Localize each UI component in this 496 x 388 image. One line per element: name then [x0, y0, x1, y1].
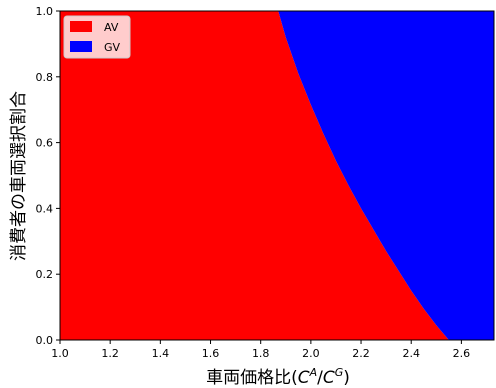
y-tick-label: 1.0	[36, 5, 54, 18]
x-tick-label: 2.2	[352, 347, 370, 360]
plot-area	[59, 10, 495, 341]
y-axis-label: 消費者の車両選択割合	[9, 91, 29, 261]
av-area	[60, 11, 494, 340]
plot-frame	[59, 10, 495, 341]
y-tick-label: 0.2	[36, 268, 54, 281]
x-tick-label: 1.2	[101, 347, 119, 360]
x-axis-label: 車両価格比(CA/CG)	[206, 366, 350, 388]
legend: AV GV	[63, 15, 131, 59]
y-tick-label: 0.0	[36, 334, 54, 347]
y-tick-label: 0.6	[36, 137, 54, 150]
gv-area	[60, 11, 494, 340]
x-axis-ticks: 1.0 1.2 1.4 1.6 1.8 2.0 2.2 2.4 2.6	[51, 340, 470, 360]
x-tick-label: 2.0	[302, 347, 320, 360]
legend-swatch-av	[70, 21, 92, 32]
x-tick-label: 1.4	[152, 347, 170, 360]
y-tick-label: 0.4	[36, 202, 54, 215]
y-axis-ticks: 0.0 0.2 0.4 0.6 0.8 1.0	[36, 5, 60, 347]
x-tick-label: 1.8	[252, 347, 270, 360]
legend-label-av: AV	[104, 21, 119, 34]
x-tick-label: 1.6	[202, 347, 220, 360]
x-tick-label: 1.0	[51, 347, 69, 360]
y-tick-label: 0.8	[36, 71, 54, 84]
x-tick-label: 2.4	[402, 347, 420, 360]
legend-label-gv: GV	[104, 41, 121, 54]
x-tick-label: 2.6	[453, 347, 471, 360]
legend-swatch-gv	[70, 41, 92, 52]
